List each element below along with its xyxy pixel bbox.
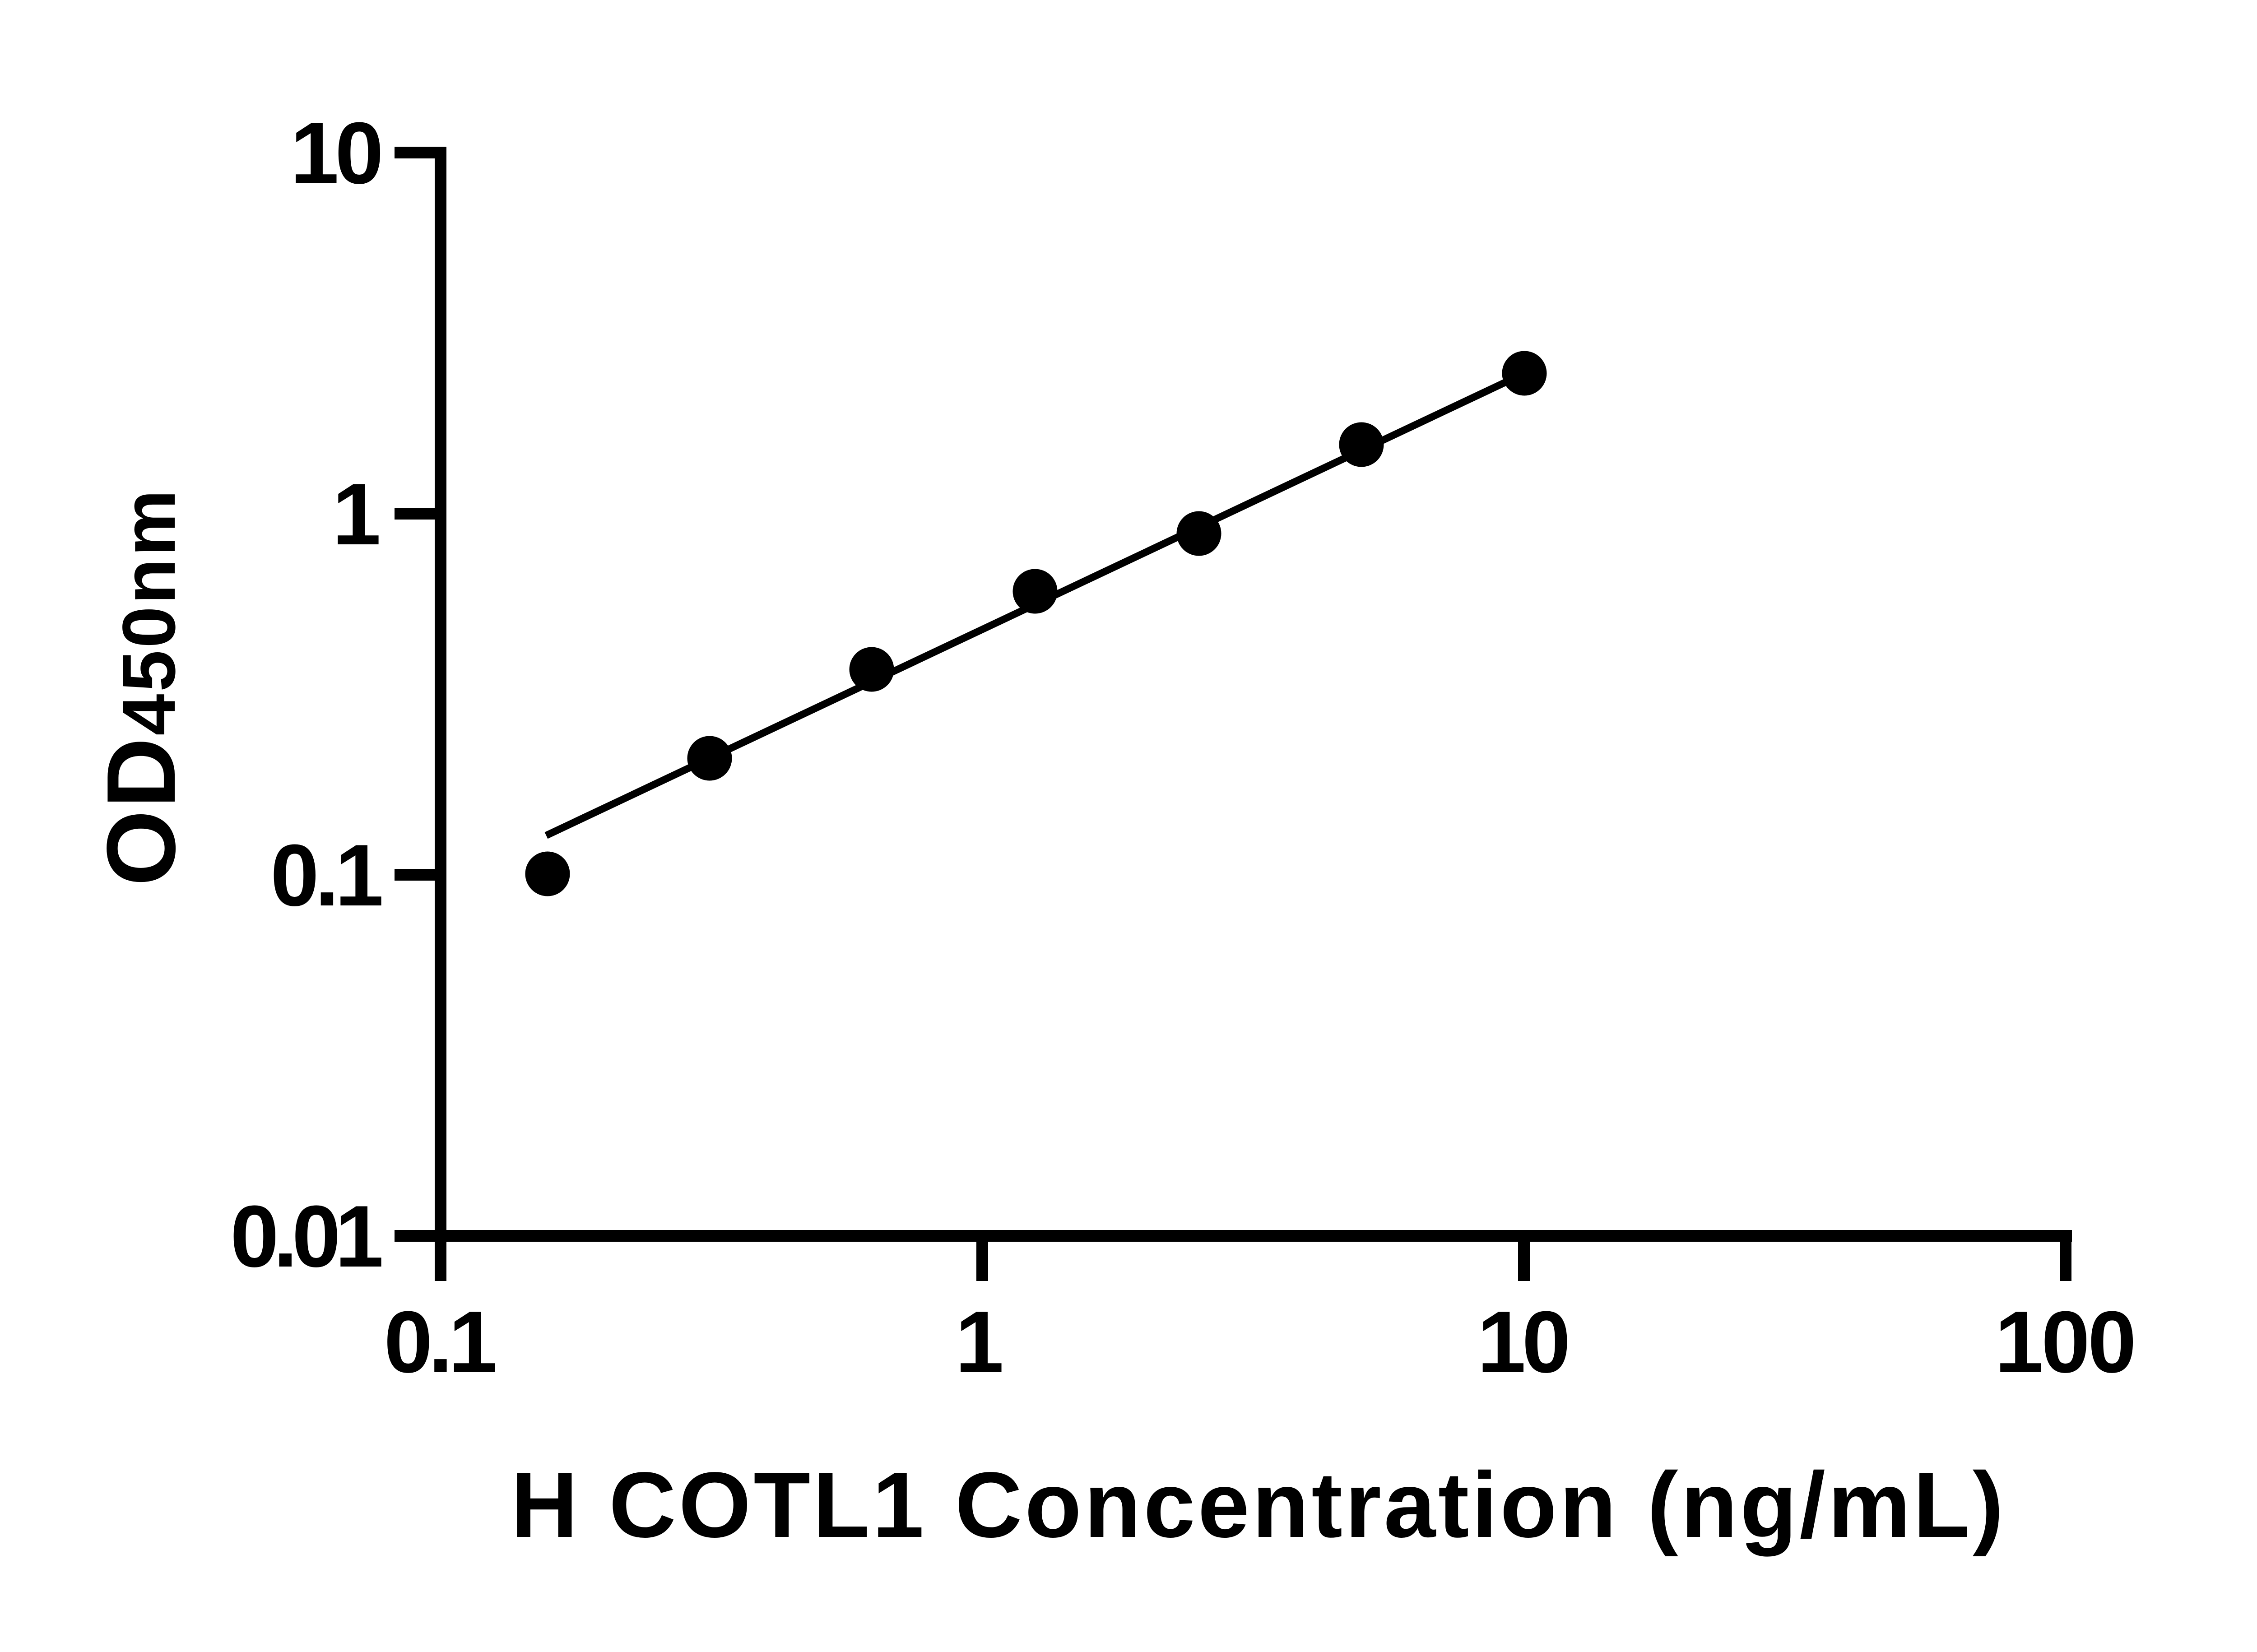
svg-text:1: 1: [332, 465, 381, 563]
svg-text:10: 10: [1477, 1293, 1571, 1391]
svg-text:1: 1: [955, 1293, 1004, 1391]
svg-text:H COTL1 Concentration (ng/mL): H COTL1 Concentration (ng/mL): [511, 1453, 2004, 1557]
svg-text:100: 100: [1995, 1293, 2136, 1391]
svg-text:0.1: 0.1: [384, 1293, 497, 1391]
svg-text:0.1: 0.1: [270, 826, 384, 924]
svg-text:0.01: 0.01: [230, 1188, 384, 1285]
svg-text:10: 10: [290, 104, 384, 202]
